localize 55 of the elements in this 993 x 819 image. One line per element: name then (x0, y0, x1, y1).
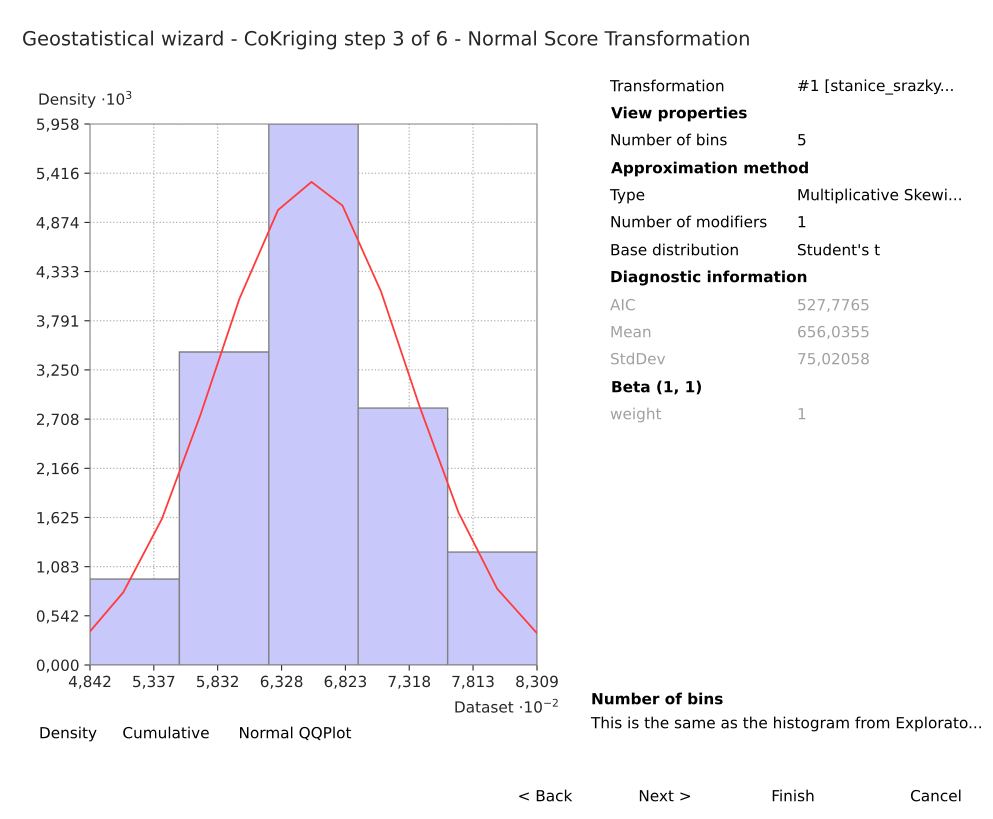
text: < Back (519, 790, 572, 802)
y-tick-label: 2,166 (36, 462, 79, 476)
chart-title: Geostatistical wizard - CoKriging step 3 of 6 - Normal Score Transformation (23, 30, 749, 50)
x-tick-label: 4,842 (68, 676, 110, 689)
x-tick-label: 5,337 (133, 676, 174, 689)
text: Density (40, 726, 97, 742)
y-tick-label: 4,333 (36, 266, 78, 280)
x-tick-label: 7,318 (388, 676, 430, 689)
text: 1 (798, 216, 806, 228)
text: Cumulative (123, 726, 209, 738)
text: Cancel (910, 790, 960, 802)
text: Next > (640, 790, 690, 802)
text: Diagnostic information (611, 270, 806, 286)
text: AIC (610, 298, 635, 310)
y-tick-label: 1,625 (38, 512, 78, 526)
x-tick-label: 6,823 (324, 676, 366, 689)
y-tick-label: 1,083 (38, 561, 78, 574)
y-tick-label: 0,000 (36, 659, 79, 673)
text: Approximation method (611, 162, 808, 176)
y-tick-label: 2,708 (36, 414, 79, 427)
text: Number of bins (612, 134, 727, 146)
text: weight (610, 408, 662, 422)
text: StdDev (611, 352, 666, 364)
y-tick-label: 5,958 (37, 118, 79, 132)
x-tick-label: 7,813 (452, 676, 494, 689)
text: Multiplicative Skewi... (798, 188, 961, 204)
text: #1 [stanice_srazky... (798, 79, 953, 95)
text: Student's t (798, 244, 880, 256)
text: Base distribution (612, 244, 738, 256)
text: 1 (798, 408, 806, 420)
text: Transformation (610, 80, 724, 92)
text: Number of bins (592, 692, 723, 704)
text: Normal QQPlot (240, 726, 352, 740)
line-series (90, 181, 537, 634)
text: 5 (798, 134, 806, 146)
text: 75,02058 (798, 352, 869, 366)
x-tick-label: 5,832 (196, 676, 238, 689)
text: Type (610, 189, 644, 204)
text: Number of modifiers (612, 216, 766, 228)
y-tick-label: 0,542 (36, 610, 78, 624)
text: Finish (772, 790, 814, 802)
text: 656,0355 (798, 326, 869, 339)
text: View properties (611, 106, 747, 122)
y-tick-label: 5,416 (37, 168, 79, 181)
y-axis-title: Density ·10$^{3}$ (40, 90, 132, 108)
text: 527,7765 (798, 298, 869, 312)
x-axis-title: Dataset ·10$^{−2}$ (455, 698, 558, 713)
y-tick-label: 3,250 (37, 364, 79, 378)
text: Mean (612, 326, 650, 338)
text: Beta (1, 1) (612, 380, 701, 394)
x-tick-label: 6,328 (260, 676, 302, 689)
y-tick-label: 4,874 (36, 216, 79, 230)
y-tick-label: 3,791 (37, 315, 78, 328)
x-tick-label: 8,309 (516, 676, 558, 689)
text: This is the same as the histogram from Explorato... (590, 716, 981, 732)
